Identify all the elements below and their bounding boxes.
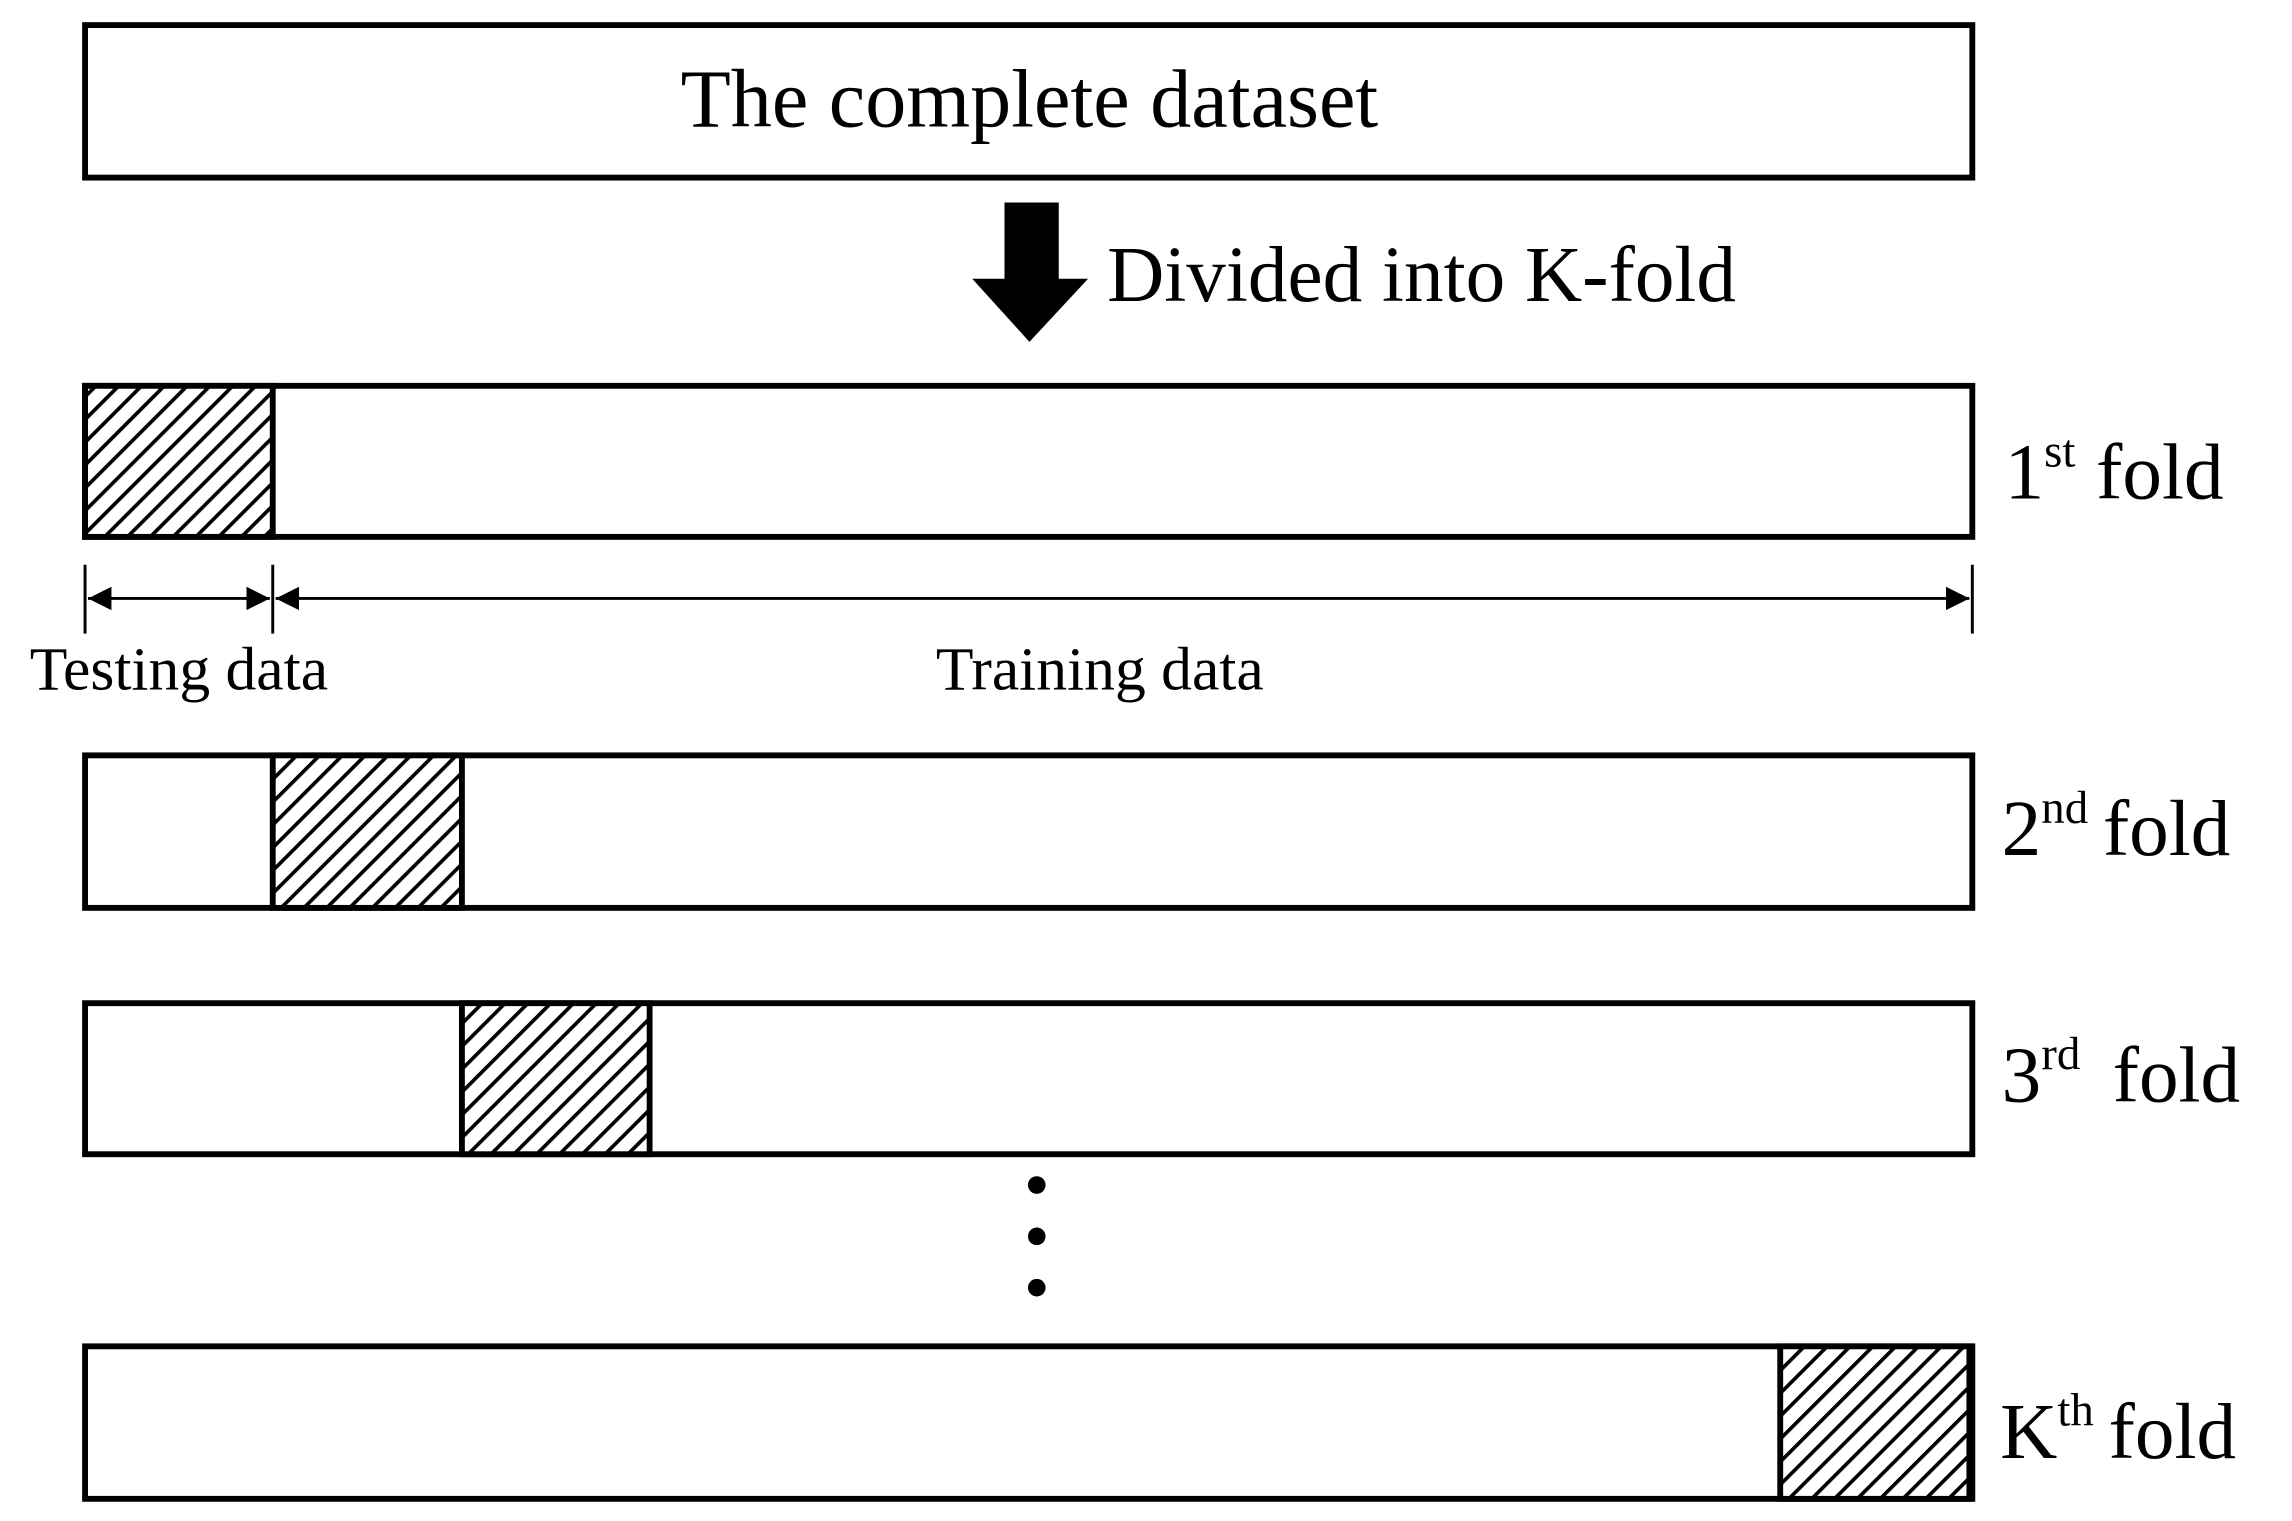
ellipsis-dot (1027, 1278, 1046, 1297)
dataset-label: The complete dataset (681, 53, 1379, 144)
dataset-box (82, 22, 1976, 181)
fold-box (82, 1343, 1976, 1502)
down-arrow (972, 202, 1089, 342)
fold-suffix: th (2057, 1385, 2094, 1437)
fold-label: 3rd fold (2002, 1028, 2240, 1119)
division-label: Divided into K-fold (1107, 231, 1736, 319)
fold-box (82, 1000, 1976, 1158)
fold-ordinal: 2 (2002, 785, 2042, 873)
fold-word: fold (2109, 1388, 2237, 1476)
ellipsis-dot (1027, 1227, 1046, 1246)
test-block (269, 752, 465, 911)
testing-label: Testing data (30, 635, 328, 703)
fold-label: 1st fold (2005, 425, 2224, 516)
training-label: Training data (936, 635, 1264, 703)
test-block (82, 382, 276, 540)
test-block (458, 1000, 653, 1158)
fold-word: fold (2103, 785, 2231, 873)
fold-suffix: st (2044, 425, 2075, 477)
fold-ordinal: 3 (2002, 1031, 2042, 1119)
fold-box (82, 382, 1976, 540)
test-block (1777, 1343, 1973, 1502)
fold-word: fold (2096, 429, 2224, 517)
fold-suffix: nd (2041, 782, 2088, 834)
fold-ordinal: K (2000, 1388, 2057, 1476)
fold-suffix: rd (2041, 1028, 2080, 1080)
fold-label: Kth fold (2000, 1385, 2236, 1476)
fold-word: fold (2113, 1031, 2241, 1119)
fold-ordinal: 1 (2005, 429, 2045, 517)
ellipsis-dot (1027, 1176, 1046, 1194)
fold-label: 2nd fold (2002, 782, 2231, 873)
